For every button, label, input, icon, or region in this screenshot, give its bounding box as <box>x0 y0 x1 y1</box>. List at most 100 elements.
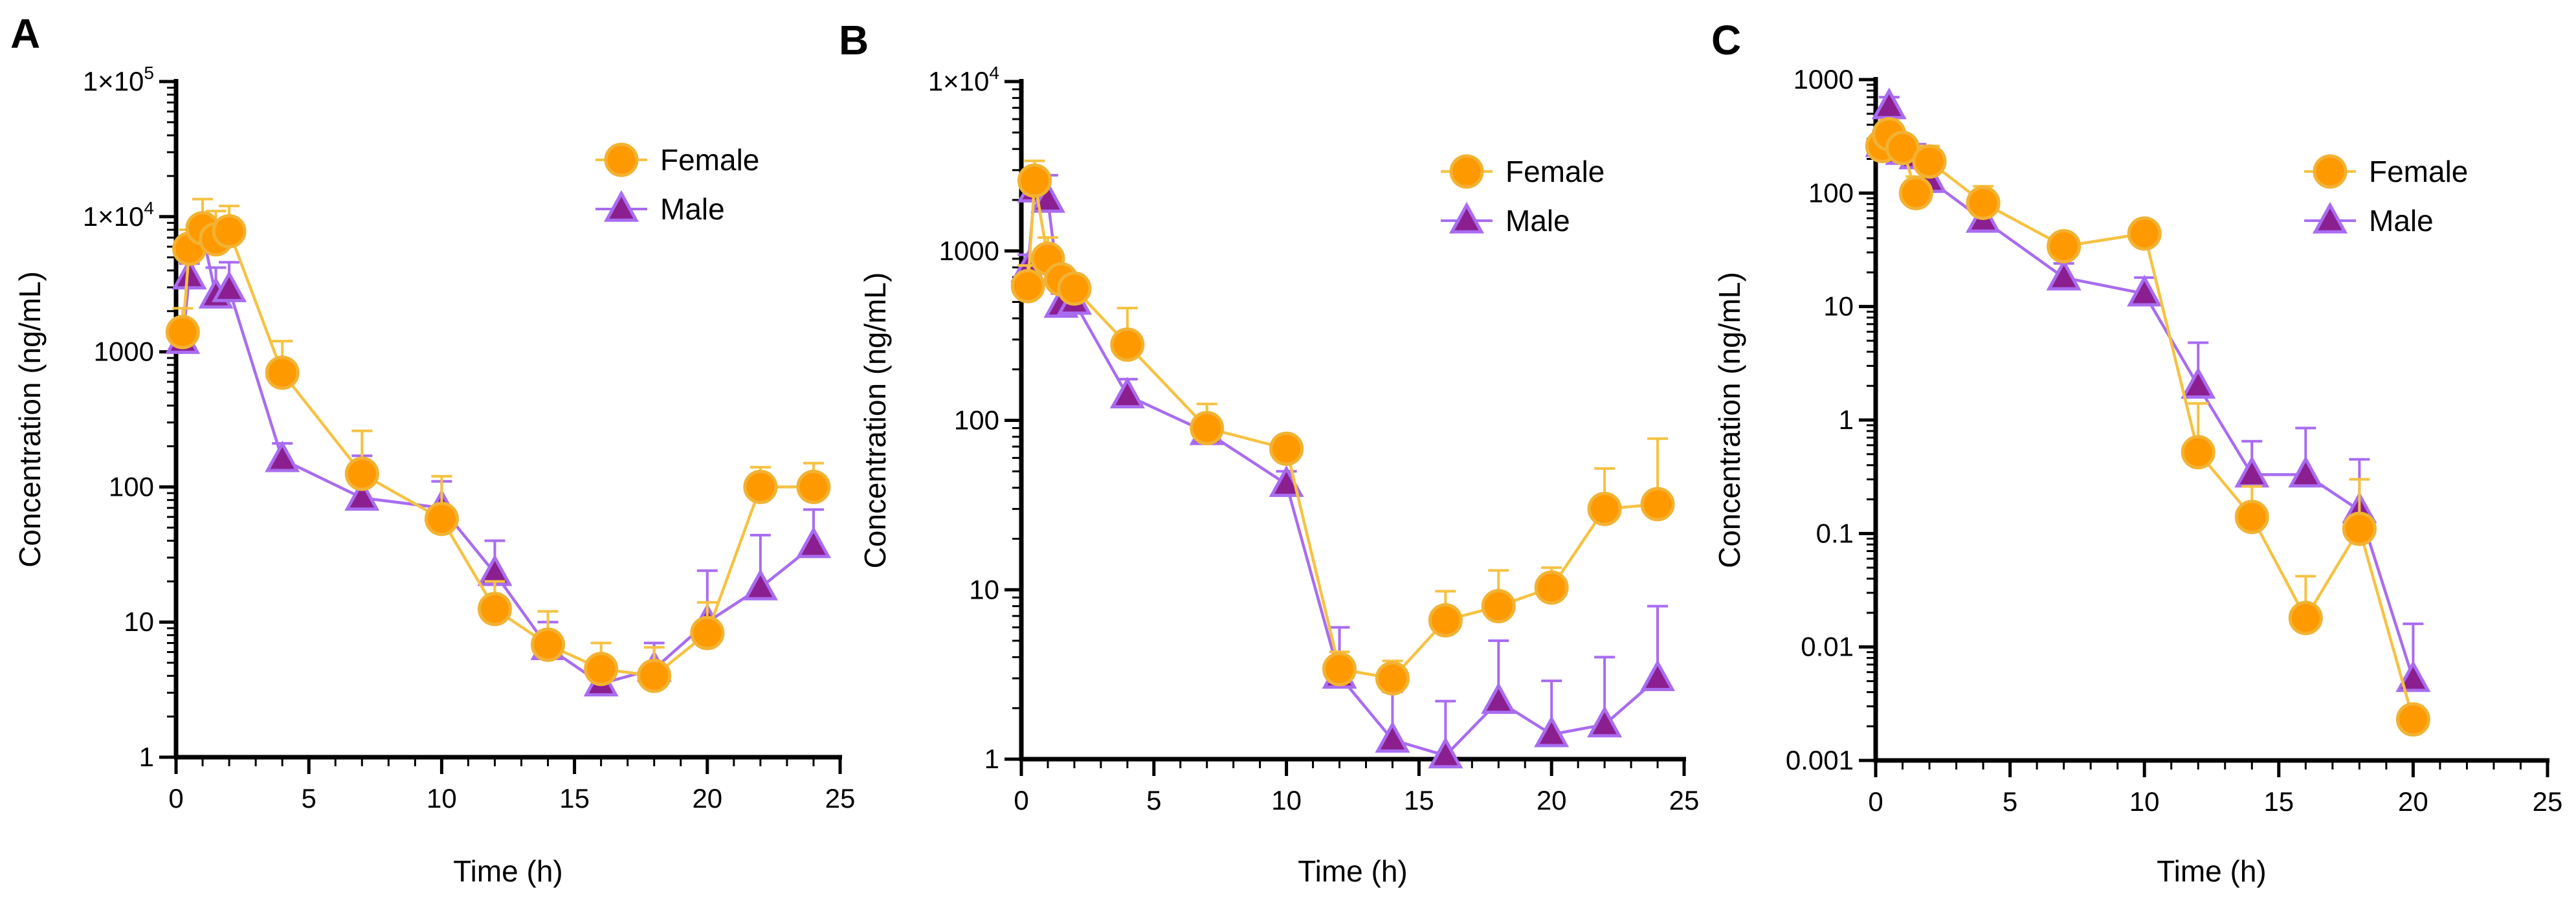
series-female <box>1865 116 2430 737</box>
legend: Female Male <box>595 142 759 226</box>
x-tick-label: 15 <box>2263 786 2294 817</box>
data-point-male <box>2288 456 2324 488</box>
legend-label: Female <box>2369 155 2468 188</box>
legend-item-female: Female <box>595 142 759 177</box>
data-point-female <box>1534 570 1569 605</box>
data-point-male <box>265 440 300 472</box>
data-point-female <box>477 592 512 626</box>
data-point-male <box>2046 258 2082 291</box>
y-tick-label-exponent: 4 <box>989 63 999 83</box>
x-tick-label: 5 <box>302 783 316 814</box>
y-tick-label: 1000 <box>1793 64 1854 94</box>
data-point-female <box>1898 175 1933 210</box>
data-point-female <box>637 658 672 693</box>
y-tick-label-base: 1×10 <box>83 66 144 96</box>
x-tick-label: 15 <box>559 783 590 814</box>
y-tick-label: 1×104 <box>928 63 999 96</box>
legend: Female Male <box>2304 154 2468 238</box>
data-point-male <box>1481 682 1516 714</box>
data-point-female <box>1375 661 1410 696</box>
data-point-male <box>1587 705 1623 738</box>
y-tick-label: 1 <box>1839 404 1854 435</box>
y-tick-label: 100 <box>1808 177 1854 208</box>
data-point-female <box>1640 487 1675 522</box>
y-tick-label: 10 <box>124 606 154 637</box>
x-tick-label: 10 <box>2129 786 2160 817</box>
y-tick-label-base: 1×10 <box>928 66 990 96</box>
y-axis-title: Concentration (ng/mL) <box>1713 272 1746 568</box>
legend-marker-female <box>2313 154 2348 189</box>
legend-item-female: Female <box>2304 154 2468 189</box>
data-point-female <box>1269 431 1304 466</box>
series-line <box>1026 180 1658 680</box>
data-point-male <box>1871 87 1907 120</box>
legend-label: Male <box>1505 204 1570 238</box>
data-point-male <box>1030 181 1065 213</box>
data-point-female <box>265 355 300 390</box>
data-point-female <box>2127 216 2162 251</box>
legend-item-female: Female <box>1441 154 1604 189</box>
x-axis-title: Time (h) <box>453 854 563 888</box>
data-point-female <box>2288 601 2323 636</box>
data-point-female <box>1587 491 1622 526</box>
x-tick-label: 10 <box>1271 785 1302 815</box>
legend-label: Female <box>660 143 759 177</box>
data-point-female <box>344 456 379 491</box>
data-point-female <box>1885 131 1920 166</box>
data-point-female <box>531 627 566 662</box>
y-tick-label: 10 <box>969 574 999 604</box>
y-tick-label: 100 <box>954 405 999 436</box>
x-tick-label: 20 <box>2398 786 2428 817</box>
x-tick-label: 5 <box>2003 786 2017 817</box>
y-tick-label: 1000 <box>94 337 154 367</box>
data-point-female <box>690 615 725 650</box>
legend-marker-male <box>2312 201 2348 234</box>
legend-label: Male <box>2369 204 2434 238</box>
y-tick-label-base: 1×10 <box>83 201 144 232</box>
data-point-female <box>424 502 459 537</box>
x-tick-label: 0 <box>168 783 183 814</box>
data-point-male <box>212 270 247 302</box>
data-point-female <box>2181 435 2215 470</box>
data-point-female <box>2395 702 2430 737</box>
legend: Female Male <box>1441 154 1604 238</box>
y-tick-label: 0.1 <box>1816 518 1854 548</box>
y-tick-label: 1×105 <box>83 63 154 96</box>
y-tick-label: 1 <box>984 744 999 774</box>
series-female <box>1010 159 1675 696</box>
legend-marker-female <box>1449 154 1484 189</box>
data-point-female <box>1017 163 1052 198</box>
x-tick-label: 0 <box>1014 785 1028 815</box>
data-point-female <box>1190 410 1225 445</box>
y-tick-label: 0.01 <box>1801 632 1854 662</box>
y-axis-title: Concentration (ng/mL) <box>858 272 892 569</box>
panel-label: C <box>1711 17 1741 63</box>
legend-label: Male <box>660 192 725 226</box>
panel-label: A <box>10 10 40 57</box>
series-line <box>1881 105 2415 680</box>
data-point-female <box>2342 511 2377 546</box>
y-tick-label: 1 <box>139 742 154 772</box>
legend-item-male: Male <box>2304 201 2434 238</box>
x-tick-label: 25 <box>1669 785 1700 815</box>
data-point-male <box>2127 274 2162 307</box>
data-point-female <box>2234 500 2269 535</box>
legend-item-male: Male <box>1441 201 1570 238</box>
data-point-male <box>1375 721 1410 753</box>
data-point-female <box>1010 269 1045 304</box>
data-point-female <box>796 469 831 504</box>
x-tick-label: 15 <box>1404 785 1434 815</box>
y-tick-label: 100 <box>109 471 154 502</box>
data-point-male <box>1428 736 1463 769</box>
x-tick-label: 0 <box>1868 786 1883 817</box>
data-point-female <box>1428 603 1463 637</box>
x-tick-label: 25 <box>825 783 856 814</box>
series-female <box>165 197 831 693</box>
y-tick-label: 1×104 <box>83 198 154 232</box>
data-point-male <box>2395 660 2431 692</box>
data-point-male <box>1640 659 1676 691</box>
legend-label: Female <box>1505 155 1604 188</box>
data-point-female <box>2047 228 2082 263</box>
x-axis-title: Time (h) <box>1298 854 1408 888</box>
